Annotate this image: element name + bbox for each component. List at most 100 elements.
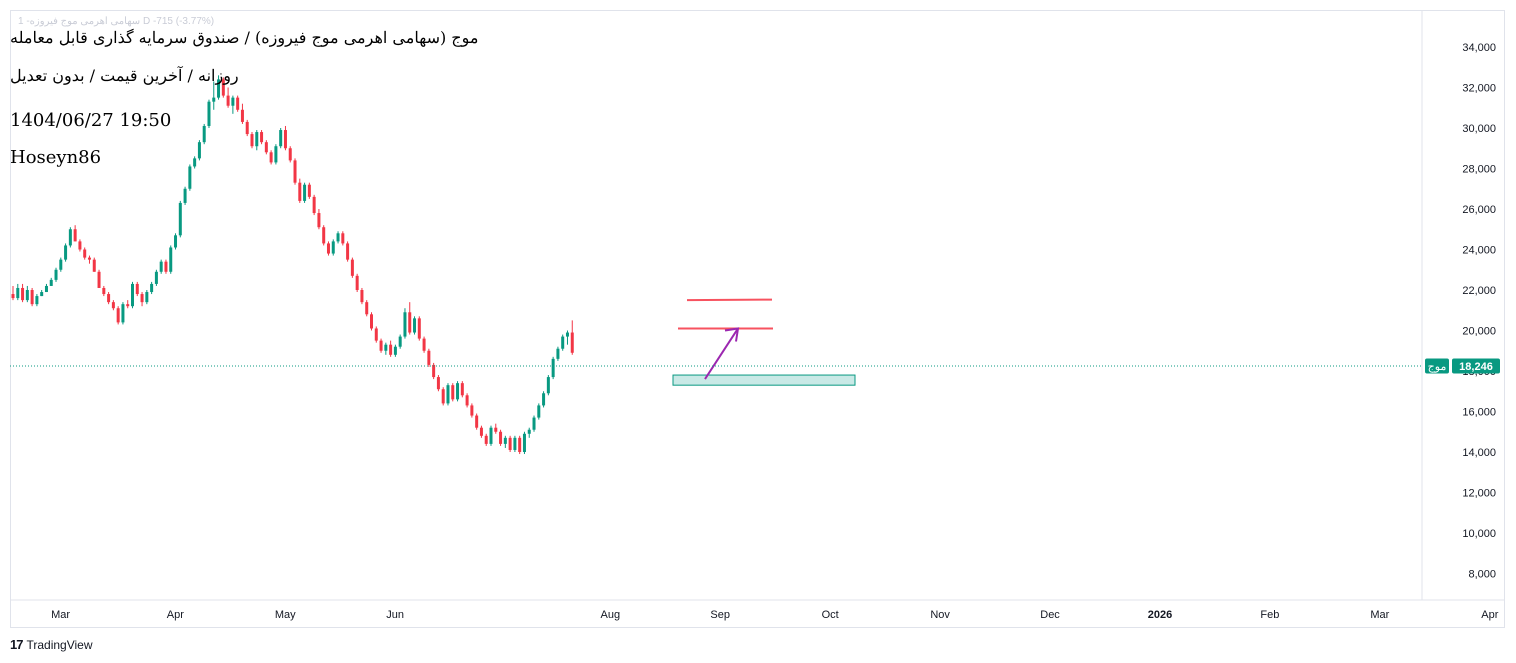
candle-up <box>513 437 517 450</box>
candle-down <box>226 95 230 106</box>
candle-up <box>68 229 72 246</box>
price-tick-label: 26,000 <box>1462 204 1496 216</box>
candle-down <box>140 294 144 303</box>
time-tick-label: Sep <box>710 609 730 621</box>
candle-down <box>322 227 326 244</box>
time-tick-label: Apr <box>167 609 184 621</box>
price-tick-label: 16,000 <box>1462 407 1496 419</box>
candle-down <box>245 121 249 135</box>
candle-down <box>494 427 498 432</box>
candle-up <box>303 184 307 201</box>
candle-down <box>164 261 168 272</box>
candle-down <box>326 243 330 254</box>
candle-down <box>269 152 273 163</box>
price-tick-label: 10,000 <box>1462 528 1496 540</box>
drawing-layer[interactable] <box>672 298 856 386</box>
candle-up <box>150 283 154 293</box>
candle-up <box>403 312 407 337</box>
candle-up <box>145 292 149 303</box>
candle-down <box>87 257 91 260</box>
candle-up <box>154 271 158 284</box>
candle-up <box>274 146 278 163</box>
chart-title: موج (سهامی اهرمی موج فیروزه) / صندوق سرم… <box>10 28 479 47</box>
candle-down <box>441 389 445 404</box>
candle-up <box>231 97 235 106</box>
candle-down <box>298 182 302 201</box>
candle-down <box>307 184 311 197</box>
price-tick-label: 20,000 <box>1462 326 1496 338</box>
candle-up <box>121 304 125 323</box>
candle-up <box>207 101 211 126</box>
candle-up <box>193 158 197 167</box>
target-line-upper[interactable] <box>686 298 773 302</box>
author-name: Hoseyn86 <box>10 147 102 168</box>
time-tick-label: Aug <box>600 609 620 621</box>
tradingview-logo[interactable]: 17 TradingView <box>10 637 93 652</box>
tradingview-brand-text: TradingView <box>26 637 93 652</box>
candle-down <box>107 294 111 303</box>
price-badge-text: 18,246 <box>1459 361 1493 373</box>
candle-down <box>460 383 464 396</box>
candle-down <box>30 290 34 305</box>
candle-down <box>116 308 120 323</box>
candle-down <box>97 271 101 288</box>
candle-down <box>221 79 225 96</box>
candle-up <box>49 279 53 286</box>
candle-down <box>92 259 96 272</box>
candle-down <box>365 302 369 315</box>
support-zone[interactable] <box>672 374 856 386</box>
candle-down <box>264 142 268 153</box>
time-axis[interactable]: Mar Apr May Jun Aug Sep Oct Nov Dec 2026 Feb Mar Apr <box>51 609 1499 621</box>
candle-up <box>212 97 216 102</box>
candle-down <box>475 415 479 428</box>
candle-down <box>83 249 87 258</box>
candle-up <box>159 261 163 272</box>
candle-up <box>527 429 531 434</box>
price-axis[interactable]: 8,00010,00012,00014,00016,00018,00020,00… <box>1462 42 1496 581</box>
candle-up <box>217 79 221 98</box>
candle-up <box>565 332 569 337</box>
candle-up <box>331 241 335 254</box>
candle-down <box>360 290 364 303</box>
candle-down <box>508 437 512 450</box>
candle-down <box>341 233 345 244</box>
candle-down <box>11 294 15 299</box>
chart-frame <box>10 10 1505 628</box>
candle-up <box>64 245 68 260</box>
trend-arrow[interactable] <box>704 327 739 380</box>
candle-up <box>178 202 182 236</box>
faded-legend: 1 -سهامی اهرمی موج فیروزه D -715 (-3.77%… <box>18 16 215 27</box>
candle-up <box>131 283 134 307</box>
candle-up <box>279 130 283 147</box>
candle-down <box>236 97 240 110</box>
candle-down <box>260 132 264 143</box>
last-price-marker: موج 18,246 <box>10 358 1500 374</box>
candle-down <box>283 130 287 149</box>
candle-up <box>384 344 388 351</box>
time-tick-label: Nov <box>930 609 950 621</box>
candle-down <box>427 350 431 365</box>
chart-subtitle: روزانه / آخرین قیمت / بدون تعدیل <box>10 66 239 85</box>
candle-down <box>288 148 292 161</box>
candle-down <box>499 431 503 444</box>
candle-down <box>484 435 488 444</box>
symbol-badge-text: موج <box>1428 361 1447 373</box>
price-tick-label: 24,000 <box>1462 245 1496 257</box>
candle-down <box>350 259 354 276</box>
candle-up <box>255 132 259 147</box>
timestamp: 1404/06/27 19:50 <box>10 110 172 131</box>
candle-up <box>202 125 206 143</box>
candle-up <box>546 377 550 394</box>
price-tick-label: 8,000 <box>1468 569 1496 581</box>
candle-down <box>432 364 436 378</box>
candle-down <box>370 314 373 329</box>
candle-up <box>398 336 402 347</box>
candle-down <box>293 160 297 183</box>
candle-up <box>413 318 417 333</box>
candle-up <box>522 433 526 452</box>
candle-up <box>59 259 63 270</box>
time-tick-label: Jun <box>386 609 404 621</box>
candle-up <box>551 358 555 378</box>
candle-down <box>312 196 316 214</box>
